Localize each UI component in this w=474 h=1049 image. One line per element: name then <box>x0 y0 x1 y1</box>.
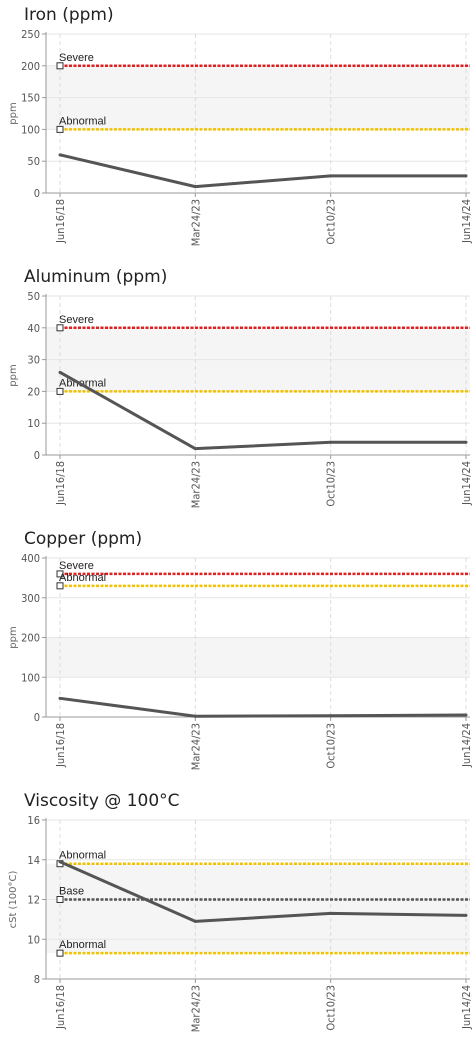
data-point <box>193 919 197 923</box>
limit-label: Abnormal <box>59 939 106 951</box>
x-tick-label: Oct10/23 <box>325 985 338 1031</box>
data-point <box>464 440 468 444</box>
series-line <box>59 696 467 718</box>
y-tick-label: 200 <box>21 60 40 73</box>
chart-title: Aluminum (ppm) <box>24 267 168 287</box>
y-axis-label: ppm <box>8 364 19 386</box>
x-tick-label: Oct10/23 <box>325 199 338 245</box>
limit-marker <box>56 896 64 903</box>
x-tick-label: Oct10/23 <box>325 461 338 507</box>
x-tick-label: Mar24/23 <box>189 985 202 1032</box>
data-point <box>464 913 468 917</box>
chart-panel: Copper (ppm) 0 100 200 300 400 ppm Jun16/18 Mar2… <box>0 524 474 786</box>
x-tick-label: Jun14/24 <box>460 199 473 244</box>
y-tick-label: 40 <box>27 322 40 335</box>
y-tick-label: 16 <box>27 814 40 827</box>
limit-marker <box>56 949 64 957</box>
x-tick-label: Jun14/24 <box>460 985 473 1030</box>
limit-label: Abnormal <box>59 115 106 127</box>
limit-band <box>46 863 470 954</box>
limit-label: Severe <box>59 52 94 64</box>
data-point <box>58 153 62 157</box>
data-point <box>464 174 468 178</box>
chart-svg: 0 10 20 30 40 50 ppm Jun16/18 Mar24/23 Oct10/23 Ju… <box>8 290 473 508</box>
limit-label: Severe <box>59 560 94 572</box>
y-tick-label: 0 <box>34 449 40 462</box>
y-axis-label: ppm <box>8 102 19 124</box>
chart-title: Copper (ppm) <box>24 529 143 549</box>
x-tick-label: Jun14/24 <box>460 723 473 768</box>
x-tick-label: Jun16/18 <box>54 985 67 1030</box>
y-tick-label: 30 <box>27 354 40 367</box>
y-tick-label: 10 <box>27 933 40 946</box>
data-point <box>329 174 333 178</box>
data-point <box>329 440 333 444</box>
x-tick-label: Mar24/23 <box>189 461 202 508</box>
y-tick-label: 10 <box>27 417 40 430</box>
y-tick-label: 200 <box>21 632 40 645</box>
y-tick-label: 250 <box>21 28 40 41</box>
x-tick-label: Mar24/23 <box>189 723 202 770</box>
y-axis-label: cSt (100°C) <box>8 870 19 928</box>
x-tick-label: Oct10/23 <box>325 723 338 769</box>
data-point <box>58 370 62 374</box>
y-tick-label: 50 <box>27 290 40 303</box>
data-point <box>464 713 468 717</box>
data-point <box>58 860 62 864</box>
limit-marker <box>56 387 64 395</box>
chart-svg: 8 10 12 14 16 cSt (100°C) Jun16/18 Mar24/23 Oct1… <box>8 814 473 1032</box>
x-tick-label: Jun16/18 <box>54 461 67 506</box>
x-tick-label: Jun16/18 <box>54 199 67 244</box>
chart-title: Iron (ppm) <box>24 5 114 25</box>
data-point <box>329 714 333 718</box>
data-point <box>193 714 197 718</box>
data-point <box>193 447 197 451</box>
chart-panel: Iron (ppm) 0 50 100 150 200 250 ppm Jun16/18 Mar2… <box>0 0 474 262</box>
limit-label: Abnormal <box>59 572 106 584</box>
limit-marker <box>56 125 64 133</box>
limit-marker <box>56 324 64 332</box>
y-tick-label: 0 <box>34 187 40 200</box>
y-tick-label: 150 <box>21 92 40 105</box>
data-point <box>329 911 333 915</box>
x-tick-label: Mar24/23 <box>189 199 202 246</box>
x-tick-label: Jun14/24 <box>460 461 473 506</box>
x-tick-label: Jun16/18 <box>54 723 67 768</box>
series-line <box>59 371 466 451</box>
data-point <box>193 185 197 189</box>
limit-marker <box>56 582 64 590</box>
chart-svg: 0 50 100 150 200 250 ppm Jun16/18 Mar24/23 Oct10/… <box>8 28 473 246</box>
chart-svg: 0 100 200 300 400 ppm Jun16/18 Mar24/23 Oct10/23… <box>8 552 473 770</box>
chart-title: Viscosity @ 100°C <box>24 791 180 811</box>
series-line <box>59 153 466 189</box>
y-tick-label: 300 <box>21 592 40 605</box>
limit-label: Abnormal <box>59 850 106 862</box>
y-tick-label: 12 <box>27 894 40 907</box>
y-tick-label: 100 <box>21 123 40 136</box>
data-point <box>58 696 62 700</box>
chart-panel: Aluminum (ppm) 0 10 20 30 40 50 ppm Jun16/18 Mar2… <box>0 262 474 524</box>
limit-band <box>46 637 470 678</box>
y-tick-label: 14 <box>27 854 40 867</box>
y-tick-label: 100 <box>21 671 40 684</box>
y-tick-label: 400 <box>21 552 40 565</box>
chart-panel: Viscosity @ 100°C 8 10 12 14 16 cSt (100°C) Jun… <box>0 786 474 1048</box>
y-tick-label: 8 <box>34 973 40 986</box>
series-line <box>59 860 467 923</box>
y-axis-label: ppm <box>8 626 19 648</box>
limit-marker <box>56 570 64 578</box>
y-tick-label: 0 <box>34 711 40 724</box>
limit-label: Severe <box>59 314 94 326</box>
y-tick-label: 20 <box>27 385 40 398</box>
limit-marker <box>56 62 64 70</box>
y-tick-label: 50 <box>27 155 40 168</box>
limit-label: Base <box>59 886 84 898</box>
